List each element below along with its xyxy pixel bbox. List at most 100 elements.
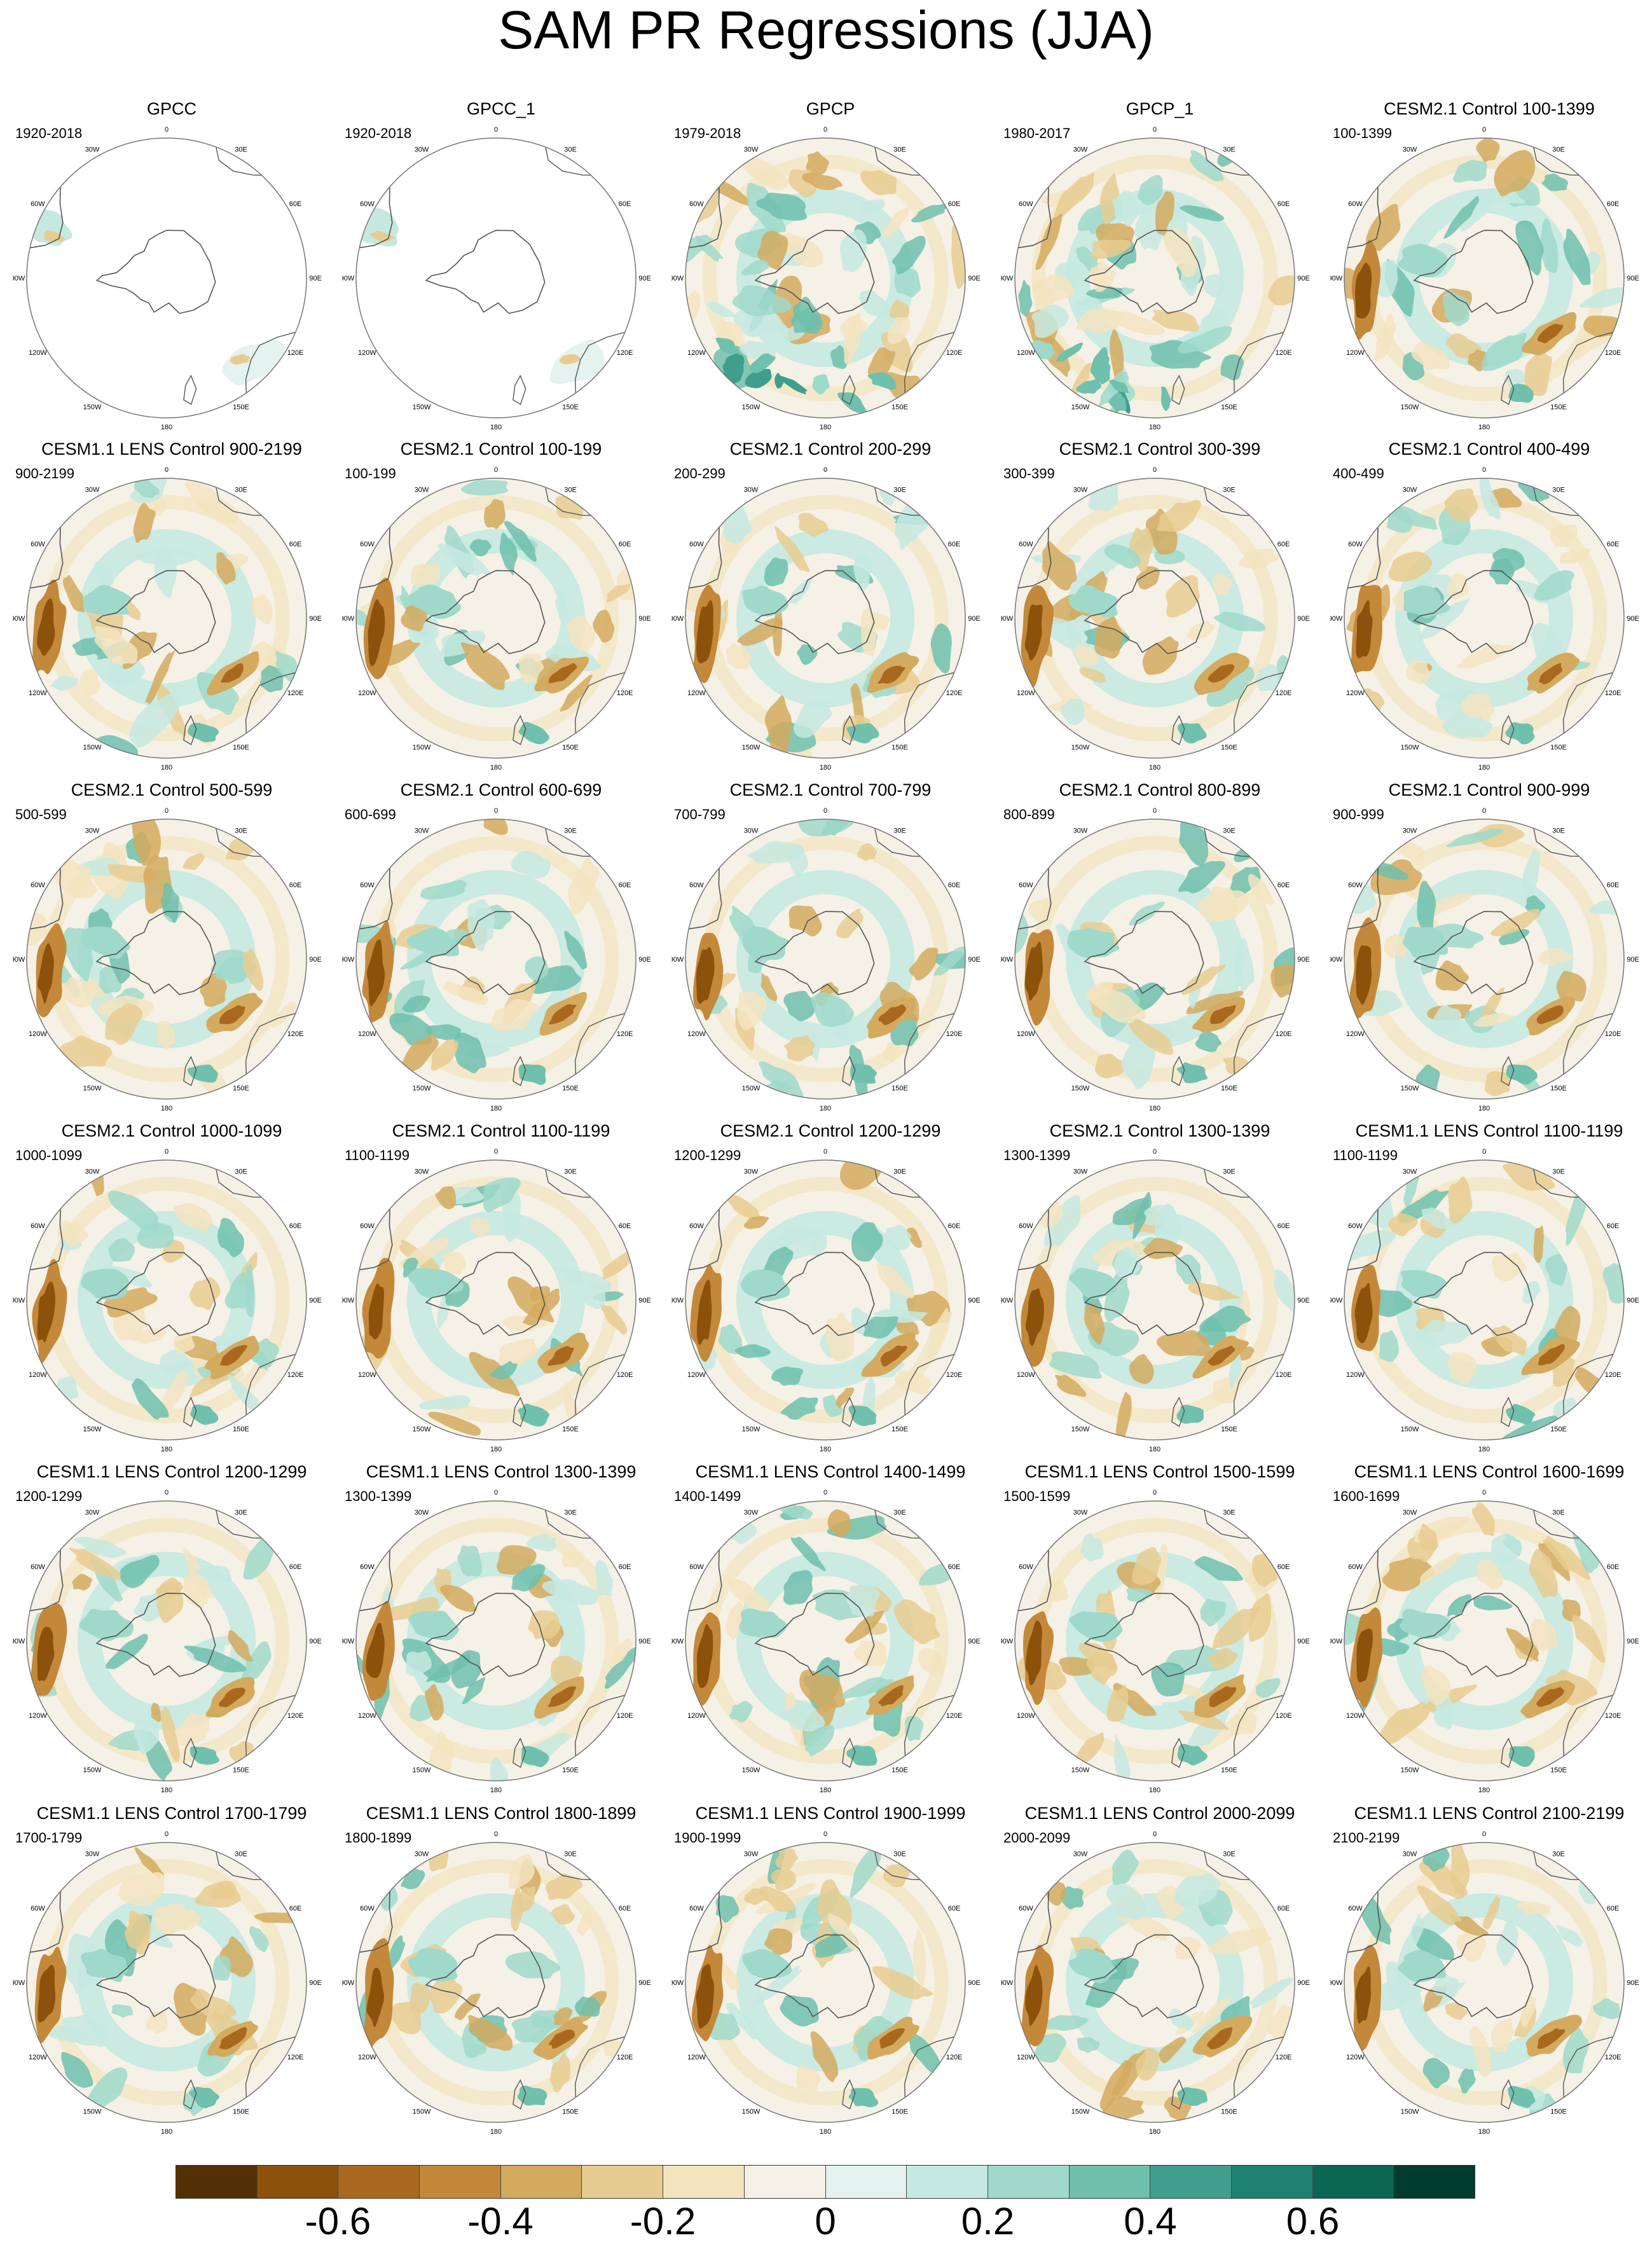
panel-title: CESM2.1 Control 1100-1199 [392,1121,610,1140]
longitude-label: 30W [1403,1850,1417,1858]
longitude-label: 120W [358,689,376,697]
longitude-label: 90W [1330,275,1343,282]
longitude-label: 90W [1330,956,1343,964]
longitude-label: 150W [1401,744,1419,752]
colorbar-tick-label: -0.4 [467,2200,533,2243]
longitude-label: 60E [619,1905,631,1912]
longitude-label: 150E [233,744,249,752]
longitude-label: 150W [83,1767,102,1774]
longitude-label: 180 [161,1105,172,1112]
longitude-label: 60E [1607,1905,1620,1912]
panel-years: 200-299 [674,466,726,481]
longitude-label: 120W [1017,1371,1035,1379]
longitude-label: 150E [891,2108,908,2116]
panel-years: 1100-1199 [1333,1147,1398,1163]
longitude-label: 30E [1223,1168,1236,1175]
longitude-label: 120W [1017,689,1035,697]
longitude-label: 60E [948,1222,961,1230]
panel-title: CESM2.1 Control 100-1399 [1384,99,1595,118]
longitude-label: 90W [342,1638,355,1645]
longitude-label: 60W [1348,541,1363,548]
map-panel: CESM2.1 Control 600-699 0 30E 60E 90E 120E 150… [342,780,660,1112]
panel-title: CESM1.1 LENS Control 1100-1199 [1355,1121,1623,1140]
longitude-label: 120E [1276,1371,1292,1379]
longitude-label: 150E [891,1085,908,1093]
longitude-label: 180 [820,764,831,771]
colorbar-tick-label: 0.2 [961,2200,1015,2243]
longitude-label: 90E [968,615,981,623]
longitude-label: 150W [1071,1426,1090,1434]
longitude-label: 30E [1552,1850,1565,1858]
longitude-label: 120E [1276,689,1292,697]
longitude-label: 150W [742,1085,761,1093]
polar-map: 0 30E 60E 90E 120E 150E 180 150W 120W 90W 60W 30W [13,466,322,771]
longitude-label: 30W [1073,486,1088,494]
longitude-label: 30W [85,146,100,153]
panel-title: CESM2.1 Control 100-199 [400,439,602,459]
longitude-label: 180 [490,1105,502,1112]
longitude-label: 60E [1607,882,1620,889]
longitude-label: 150E [1221,404,1237,411]
longitude-label: 120W [687,689,706,697]
longitude-label: 30W [415,827,429,834]
longitude-label: 90W [1330,615,1343,623]
longitude-label: 150E [1221,1767,1237,1774]
map-panel: CESM1.1 LENS Control 2100-2199 0 30E 60E 90E… [1330,1803,1648,2135]
map-panel: CESM2.1 Control 700-799 0 30E 60E 90E 120E 150… [671,780,989,1112]
longitude-label: 180 [1149,1787,1160,1794]
longitude-label: 150W [1401,2108,1419,2116]
longitude-label: 180 [820,1105,831,1112]
longitude-label: 120W [1346,2054,1365,2061]
longitude-label: 150W [1071,744,1090,752]
panel-title: CESM1.1 LENS Control 1500-1599 [1024,1462,1295,1481]
longitude-label: 60W [689,882,704,889]
longitude-label: 60E [1277,200,1290,208]
colorbar-tick-label: -0.2 [630,2200,696,2243]
longitude-label: 150W [413,1085,431,1093]
longitude-label: 120W [358,1712,376,1720]
longitude-label: 90E [309,1638,322,1645]
longitude-label: 0 [494,1148,498,1156]
longitude-label: 150E [1221,1085,1237,1093]
polar-map: 0 30E 60E 90E 120E 150E 180 150W 120W 90W 60W 30W [342,466,651,771]
longitude-label: 30W [1073,827,1088,834]
longitude-label: 150W [83,404,102,411]
longitude-label: 30E [1552,486,1565,494]
longitude-label: 120E [287,689,304,697]
longitude-label: 90E [638,1979,651,1987]
longitude-label: 60W [1019,1905,1033,1912]
panel-years: 2000-2099 [1003,1830,1071,1846]
map-panel: CESM1.1 LENS Control 1800-1899 0 30E 60E 90E… [342,1803,660,2135]
longitude-label: 120E [287,1371,304,1379]
longitude-label: 150W [742,744,761,752]
longitude-label: 30W [744,1509,759,1516]
colorbar-swatch [988,2166,1070,2198]
longitude-label: 60W [1019,1222,1033,1230]
longitude-label: 150E [1550,744,1567,752]
longitude-label: 120E [1276,349,1292,357]
longitude-label: 90W [1330,1297,1343,1304]
longitude-label: 90E [968,1979,981,1987]
map-panel: CESM2.1 Control 1100-1199 0 30E 60E 90E 120E 1… [342,1121,660,1453]
longitude-label: 90E [968,275,981,282]
longitude-label: 30E [1552,146,1565,153]
longitude-label: 120E [946,1030,963,1038]
longitude-label: 30W [415,486,429,494]
longitude-label: 120E [1276,2054,1292,2061]
longitude-label: 0 [494,807,498,815]
longitude-label: 150E [1550,1426,1567,1434]
longitude-label: 180 [820,2128,831,2135]
map-panel: CESM1.1 LENS Control 1900-1999 0 30E 60E 90E… [671,1803,989,2135]
map-panel: CESM1.1 LENS Control 1400-1499 0 30E 60E 90E… [671,1462,989,1794]
longitude-label: 60W [360,1905,375,1912]
polar-map: 0 30E 60E 90E 120E 150E 180 150W 120W 90W 60W 30W [671,807,981,1112]
longitude-label: 120E [946,1712,963,1720]
longitude-label: 0 [165,1148,169,1156]
longitude-label: 120E [1276,1712,1292,1720]
panel-title: CESM2.1 Control 400-499 [1388,439,1590,459]
longitude-label: 60E [1277,1905,1290,1912]
longitude-label: 0 [1153,126,1157,134]
longitude-label: 150W [742,1426,761,1434]
longitude-label: 30W [744,1850,759,1858]
longitude-label: 90E [968,1638,981,1645]
